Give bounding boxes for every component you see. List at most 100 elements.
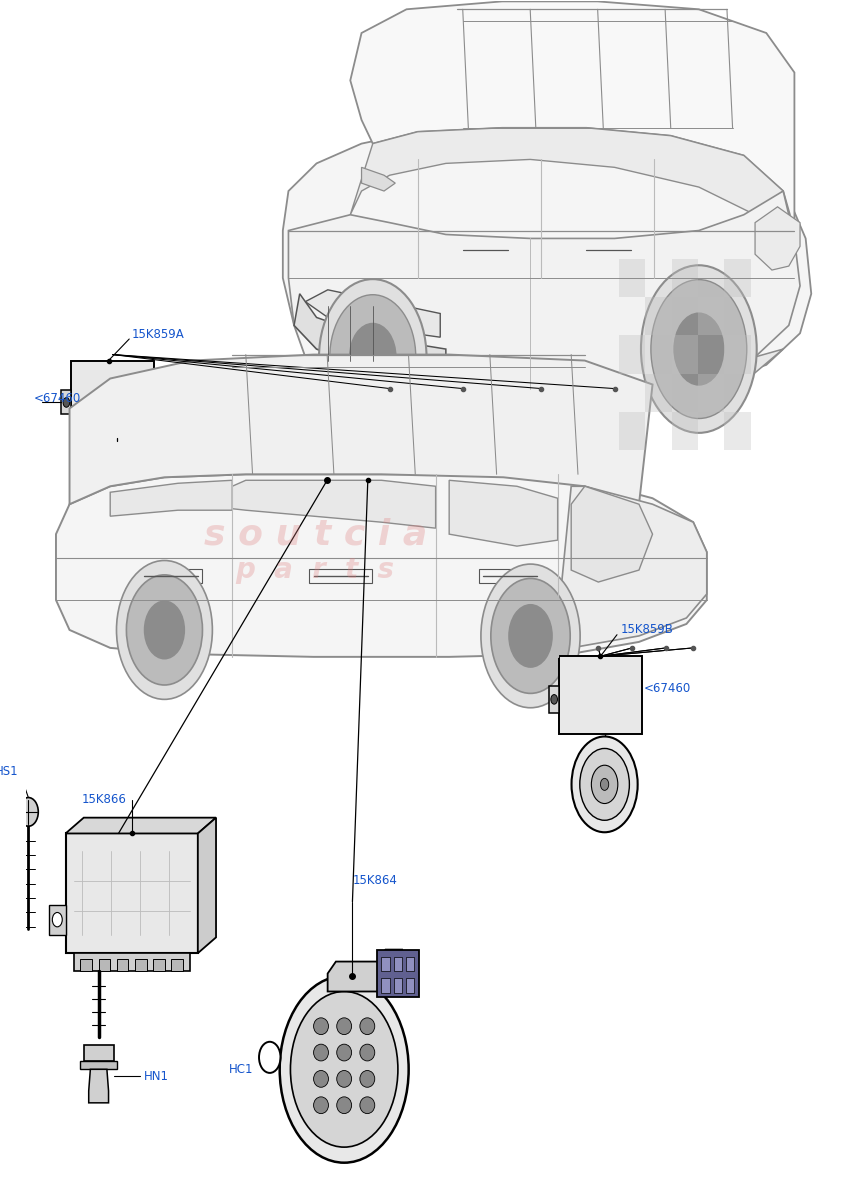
Polygon shape [191,480,435,528]
Polygon shape [80,1061,117,1069]
Bar [309,569,372,583]
Circle shape [508,605,551,667]
Bar [697,373,723,412]
Bar [644,373,670,412]
Bar [406,956,414,971]
Circle shape [571,737,637,833]
Circle shape [113,480,121,492]
Polygon shape [305,289,439,337]
Bar [723,412,750,450]
Circle shape [279,976,409,1163]
Bar [670,336,697,373]
Polygon shape [84,1045,113,1061]
Polygon shape [557,486,706,648]
Bar [393,956,402,971]
Circle shape [290,991,397,1147]
Bar [618,259,644,298]
Circle shape [480,564,579,708]
Bar [618,412,644,450]
Circle shape [104,468,129,504]
Polygon shape [559,656,641,734]
Circle shape [85,440,148,532]
Polygon shape [80,959,92,971]
Circle shape [650,280,746,419]
Polygon shape [171,959,183,971]
Polygon shape [89,1069,108,1103]
Circle shape [144,601,184,659]
Polygon shape [73,953,189,971]
Polygon shape [328,949,402,991]
Polygon shape [72,360,154,438]
Polygon shape [282,128,810,396]
Ellipse shape [336,1097,351,1114]
Text: <67460: <67460 [34,392,81,406]
Text: HC1: HC1 [228,1063,252,1076]
Polygon shape [110,480,232,516]
Polygon shape [117,959,128,971]
Polygon shape [288,349,782,404]
Polygon shape [66,817,216,834]
Circle shape [63,397,70,407]
Ellipse shape [313,1044,328,1061]
Polygon shape [754,206,799,270]
Bar [723,259,750,298]
Polygon shape [69,354,652,504]
Polygon shape [66,834,198,953]
Bar [479,569,541,583]
Text: 15K866: 15K866 [82,793,127,806]
Ellipse shape [336,1018,351,1034]
Polygon shape [361,167,395,191]
Polygon shape [198,817,216,953]
Circle shape [490,578,570,694]
Text: HS1: HS1 [0,764,19,778]
Polygon shape [135,959,147,971]
Bar [381,978,389,992]
Polygon shape [293,294,445,377]
Text: p  a  r  t  s: p a r t s [235,556,394,584]
Circle shape [349,324,396,390]
Text: 15K859B: 15K859B [620,624,673,636]
Polygon shape [377,949,418,997]
Bar [406,978,414,992]
Circle shape [319,280,426,434]
Ellipse shape [313,1070,328,1087]
Ellipse shape [359,1097,374,1114]
Circle shape [579,749,629,821]
Circle shape [641,265,756,433]
Bar [644,298,670,336]
Bar [670,259,697,298]
Circle shape [600,779,608,791]
Circle shape [116,560,212,700]
Circle shape [673,313,722,385]
Circle shape [258,1042,280,1073]
Polygon shape [98,959,110,971]
Polygon shape [571,486,652,582]
Polygon shape [153,959,165,971]
Ellipse shape [336,1070,351,1087]
Text: 15K864: 15K864 [352,874,397,887]
Ellipse shape [336,1044,351,1061]
Circle shape [52,912,62,926]
Bar [723,336,750,373]
Polygon shape [61,390,72,414]
Bar [381,956,389,971]
Polygon shape [449,480,557,546]
Bar [140,569,202,583]
Ellipse shape [313,1097,328,1114]
Bar [697,298,723,336]
Circle shape [19,798,38,827]
Bar [618,336,644,373]
Polygon shape [49,905,66,935]
Ellipse shape [359,1070,374,1087]
Text: 15K859A: 15K859A [131,328,184,341]
Polygon shape [350,1,793,230]
Circle shape [329,295,415,419]
Polygon shape [56,474,706,656]
Bar [393,978,402,992]
Text: s o u t c i a: s o u t c i a [203,517,426,551]
Polygon shape [350,128,782,215]
Ellipse shape [359,1044,374,1061]
Circle shape [590,766,617,804]
Circle shape [550,695,557,704]
Text: <67460: <67460 [642,682,690,695]
